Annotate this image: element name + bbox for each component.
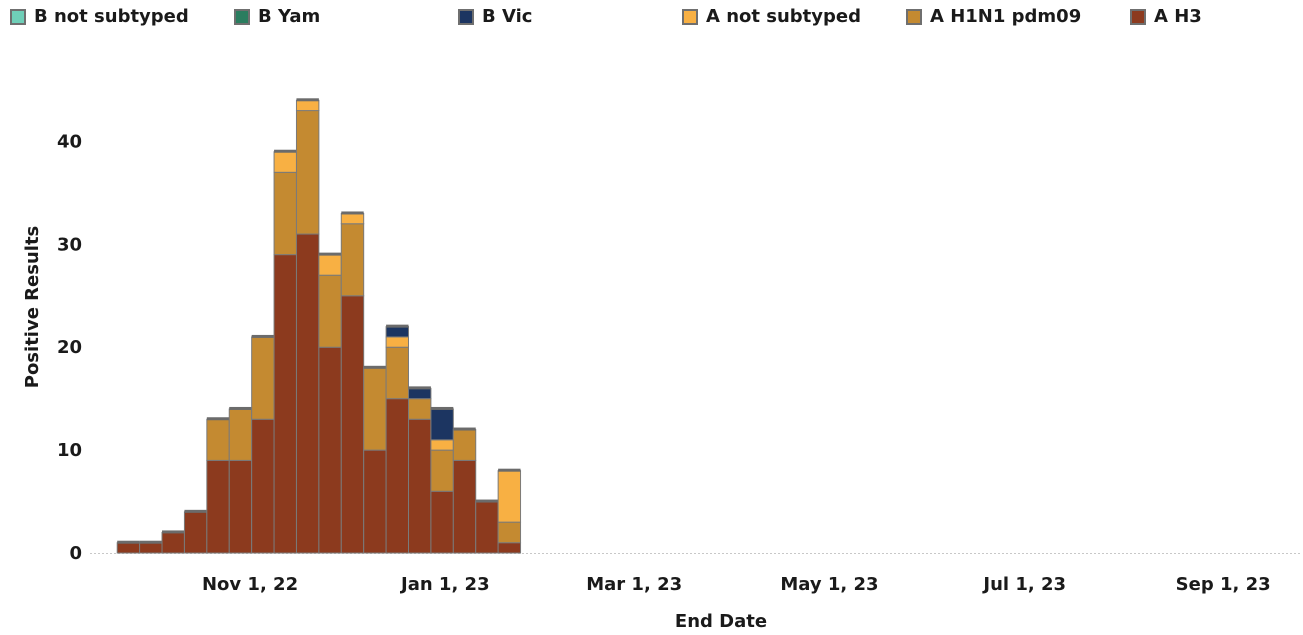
- bar-segment: [116, 542, 141, 554]
- legend-swatch: [682, 8, 698, 25]
- legend-label: B not subtyped: [34, 6, 189, 27]
- legend-swatch: [234, 8, 250, 25]
- y-tick-label: 10: [57, 440, 82, 461]
- legend-item: A not subtyped: [682, 6, 861, 27]
- bar-cap: [229, 406, 252, 410]
- x-tick-label: Mar 1, 23: [586, 574, 682, 595]
- legend-item: B not subtyped: [10, 6, 189, 27]
- bar-segment: [408, 418, 432, 554]
- bar-segment: [228, 408, 253, 461]
- bar-cap: [430, 406, 454, 410]
- bar-segment: [452, 459, 477, 554]
- bar-cap: [274, 149, 297, 153]
- x-axis-title: End Date: [675, 611, 767, 632]
- legend-item: A H3: [1130, 6, 1202, 27]
- bar-segment: [295, 99, 320, 112]
- bar-segment: [318, 274, 342, 348]
- y-tick-label: 20: [57, 337, 82, 358]
- bar-segment: [251, 336, 275, 420]
- bar-cap: [206, 417, 230, 421]
- y-tick-label: 30: [57, 234, 82, 255]
- bar-segment: [363, 449, 387, 554]
- x-tick-label: Nov 1, 22: [202, 574, 298, 595]
- bar-segment: [318, 346, 342, 554]
- bar-segment: [340, 223, 365, 297]
- bar-cap: [296, 98, 319, 102]
- bar-segment: [408, 387, 432, 400]
- bar-segment: [385, 398, 410, 554]
- legend-swatch: [10, 8, 26, 25]
- bar-segment: [206, 418, 230, 461]
- legend-swatch: [1130, 8, 1146, 25]
- legend-label: A H3: [1154, 6, 1202, 27]
- bar-cap: [498, 468, 521, 472]
- bar-segment: [161, 531, 185, 554]
- bar-segment: [295, 233, 320, 554]
- bar-segment: [318, 254, 342, 276]
- bar-segment: [430, 439, 454, 451]
- bar-cap: [453, 427, 476, 431]
- y-axis-title: Positive Results: [22, 226, 43, 389]
- bar-segment: [295, 110, 320, 235]
- bar-cap: [363, 365, 387, 369]
- bar-cap: [475, 499, 499, 503]
- bar-segment: [452, 429, 477, 461]
- bar-segment: [430, 490, 454, 554]
- bar-segment: [340, 295, 365, 554]
- legend-item: B Vic: [458, 6, 532, 27]
- legend-swatch: [906, 8, 922, 25]
- bar-segment: [408, 398, 432, 420]
- bar-cap: [386, 324, 409, 328]
- bar-segment: [273, 254, 297, 554]
- bar-segment: [475, 501, 499, 554]
- x-tick-label: Jan 1, 23: [399, 574, 490, 595]
- x-tick-label: Jul 1, 23: [981, 574, 1066, 595]
- bar-segment: [497, 521, 522, 544]
- bar-segment: [183, 511, 208, 554]
- bar-segment: [363, 367, 387, 451]
- bar-cap: [408, 386, 431, 390]
- legend-label: A H1N1 pdm09: [930, 6, 1082, 27]
- legend-label: B Vic: [482, 6, 533, 27]
- bar-segment: [497, 542, 522, 554]
- x-tick-label: Sep 1, 23: [1176, 574, 1271, 595]
- bar-cap: [318, 252, 342, 256]
- bar-segment: [251, 418, 275, 554]
- bar-segment: [273, 171, 297, 256]
- legend-item: A H1N1 pdm09: [906, 6, 1081, 27]
- bar-segment: [385, 336, 410, 348]
- y-tick-label: 40: [57, 131, 82, 152]
- bar-cap: [162, 530, 185, 534]
- y-tick-label: 0: [69, 543, 82, 564]
- bar-segment: [228, 459, 253, 554]
- legend-item: B Yam: [234, 6, 320, 27]
- bar-segment: [206, 459, 230, 554]
- bar-segment: [139, 542, 163, 554]
- bar-segment: [430, 408, 454, 441]
- bar-cap: [251, 334, 275, 338]
- bar-cap: [117, 540, 140, 544]
- legend-label: A not subtyped: [706, 6, 861, 27]
- bar-segment: [385, 346, 410, 400]
- legend: B not subtyped B Yam B Vic A not subtyped A …: [0, 0, 1303, 36]
- bar-segment: [340, 212, 365, 225]
- legend-label: B Yam: [258, 6, 321, 27]
- bar-segment: [273, 151, 297, 173]
- bar-segment: [497, 470, 522, 523]
- legend-swatch: [458, 8, 474, 25]
- bar-cap: [139, 540, 163, 544]
- bar-cap: [341, 211, 364, 215]
- bar-cap: [184, 509, 207, 513]
- bar-segment: [385, 326, 410, 338]
- bar-segment: [430, 449, 454, 492]
- x-tick-label: May 1, 23: [780, 574, 878, 595]
